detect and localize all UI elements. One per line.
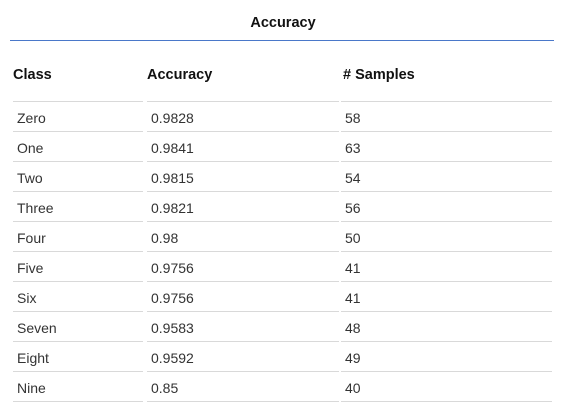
cell-accuracy: 0.9583: [147, 311, 339, 341]
cell-accuracy: 0.9592: [147, 341, 339, 371]
table-row: Six 0.9756 41: [0, 281, 566, 311]
table-body: Zero 0.9828 58 One 0.9841 63 Two 0.9815 …: [0, 101, 566, 402]
cell-samples: 54: [341, 161, 552, 191]
cell-accuracy: 0.98: [147, 221, 339, 251]
cell-class: Eight: [13, 341, 143, 371]
cell-class: One: [13, 131, 143, 161]
column-header-samples[interactable]: # Samples: [343, 67, 415, 83]
cell-class: Five: [13, 251, 143, 281]
table-row: Three 0.9821 56: [0, 191, 566, 221]
table-row: One 0.9841 63: [0, 131, 566, 161]
table-row: Nine 0.85 40: [0, 371, 566, 401]
cell-class: Zero: [13, 101, 143, 131]
cell-samples: 56: [341, 191, 552, 221]
cell-samples: 63: [341, 131, 552, 161]
cell-class: Two: [13, 161, 143, 191]
table-bottom-divider: [0, 401, 566, 402]
table-row: Eight 0.9592 49: [0, 341, 566, 371]
table-row: Two 0.9815 54: [0, 161, 566, 191]
table-row: Seven 0.9583 48: [0, 311, 566, 341]
cell-class: Three: [13, 191, 143, 221]
cell-samples: 50: [341, 221, 552, 251]
cell-accuracy: 0.9828: [147, 101, 339, 131]
cell-samples: 40: [341, 371, 552, 401]
cell-class: Seven: [13, 311, 143, 341]
cell-accuracy: 0.85: [147, 371, 339, 401]
cell-accuracy: 0.9815: [147, 161, 339, 191]
cell-samples: 41: [341, 281, 552, 311]
title-divider: [10, 40, 554, 41]
cell-class: Nine: [13, 371, 143, 401]
cell-accuracy: 0.9756: [147, 251, 339, 281]
cell-samples: 48: [341, 311, 552, 341]
cell-class: Four: [13, 221, 143, 251]
column-header-accuracy[interactable]: Accuracy: [147, 67, 213, 83]
cell-samples: 49: [341, 341, 552, 371]
cell-accuracy: 0.9756: [147, 281, 339, 311]
table-row: Zero 0.9828 58: [0, 101, 566, 131]
table-row: Four 0.98 50: [0, 221, 566, 251]
cell-class: Six: [13, 281, 143, 311]
cell-accuracy: 0.9821: [147, 191, 339, 221]
cell-samples: 58: [341, 101, 552, 131]
table-title: Accuracy: [250, 15, 316, 31]
column-header-class[interactable]: Class: [13, 67, 52, 83]
cell-samples: 41: [341, 251, 552, 281]
table-row: Five 0.9756 41: [0, 251, 566, 281]
cell-accuracy: 0.9841: [147, 131, 339, 161]
